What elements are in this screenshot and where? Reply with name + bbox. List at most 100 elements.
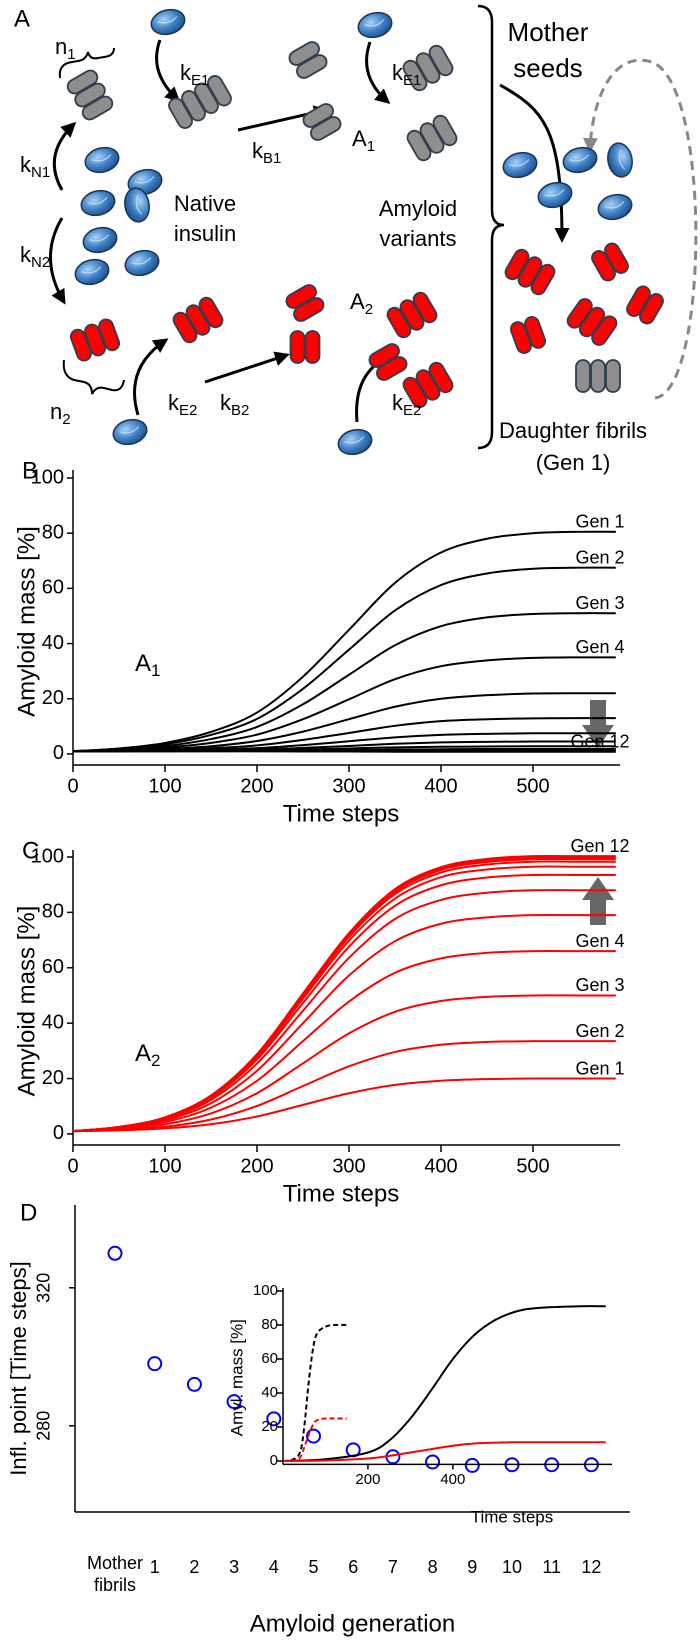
label-sub: 2	[151, 1051, 160, 1070]
label-main: k	[392, 60, 404, 85]
fibril-unit	[591, 315, 618, 346]
y-tick-label: 0	[53, 742, 64, 764]
fibril	[302, 103, 342, 141]
fibril-unit	[74, 82, 106, 108]
insulin	[80, 189, 116, 217]
y-tick-label: 20	[42, 1067, 64, 1089]
label: insulin	[174, 221, 236, 246]
fibril-unit	[69, 328, 92, 362]
fibril-unit	[517, 256, 543, 288]
y-tick-label: 80	[42, 901, 64, 923]
fibril	[285, 284, 325, 322]
y-tick-label: 40	[42, 632, 64, 654]
label: kE1	[392, 60, 421, 89]
x-tick-label: 300	[332, 1155, 365, 1177]
series-line	[72, 612, 616, 753]
arrow	[204, 351, 290, 384]
insulin-groove	[604, 201, 625, 209]
fibril-unit	[194, 82, 219, 114]
x-tick-label: 400	[424, 1155, 457, 1177]
label: n2	[50, 399, 71, 428]
label-main: k	[180, 60, 192, 85]
label-sub: E1	[191, 72, 209, 89]
label: A1	[135, 650, 160, 680]
series-line	[282, 1417, 347, 1462]
label-sub: 1	[67, 46, 75, 63]
fibril-unit	[626, 285, 651, 317]
label-main: k	[20, 152, 32, 177]
fibril	[289, 330, 321, 364]
x-tick-label: 8	[428, 1557, 438, 1577]
fibril-unit	[98, 318, 121, 352]
fibril-unit	[289, 330, 306, 364]
label: Mother	[508, 17, 589, 47]
series-line	[72, 913, 616, 1133]
fibril-unit	[368, 343, 400, 368]
label-sub: E1	[403, 72, 421, 89]
y-tick-label: 0	[270, 1452, 278, 1469]
series-label: Gen 2	[575, 1021, 624, 1041]
insulin	[124, 187, 150, 223]
y-axis-label: Infl. point [Time steps]	[6, 1261, 31, 1475]
y-tick-label: 80	[42, 521, 64, 543]
fibril-unit	[310, 116, 342, 141]
x-tick-label: 6	[348, 1557, 358, 1577]
fibril-unit	[185, 304, 211, 336]
trend-arrow	[582, 877, 614, 925]
x-tick-label: 0	[67, 1155, 78, 1177]
fibril	[626, 285, 664, 325]
insulin	[337, 428, 373, 456]
fibril-unit	[591, 250, 616, 282]
fibril-unit	[207, 75, 232, 107]
panel-label: B	[22, 457, 38, 484]
label: A2	[350, 289, 373, 318]
fibril-unit	[402, 376, 428, 409]
y-axis-label: Amyloid mass [%]	[13, 526, 40, 717]
label-sub: E2	[179, 402, 197, 419]
label: A2	[135, 1040, 160, 1070]
label-sub: 1	[367, 138, 375, 155]
insulin	[357, 11, 393, 39]
series-label: Gen 1	[575, 512, 624, 532]
x-axis-label: Time steps	[283, 800, 399, 827]
fibril-unit	[66, 69, 99, 95]
fibril	[566, 298, 618, 346]
fibril-unit	[285, 284, 317, 309]
insulin	[84, 146, 120, 174]
series-line	[72, 873, 616, 1133]
y-tick-label: 100	[253, 1282, 278, 1299]
label-sub: B2	[231, 402, 249, 419]
series-label: Gen 3	[575, 593, 624, 613]
x-tick-label: 7	[388, 1557, 398, 1577]
y-axis-label: Amyl. mass [%]	[227, 1319, 246, 1436]
label: kE2	[392, 390, 421, 419]
fibril	[402, 44, 454, 92]
insulin	[124, 249, 160, 277]
series-label: Gen 4	[575, 637, 624, 657]
series-label: Gen 2	[575, 547, 624, 567]
insulin-groove	[509, 159, 530, 167]
series-line	[73, 750, 616, 753]
y-axis-label: Amyloid mass [%]	[13, 906, 40, 1097]
fibril-unit	[304, 330, 321, 364]
fibril-unit	[509, 321, 532, 354]
x-tick-label: 400	[424, 775, 457, 797]
arrow	[133, 338, 169, 416]
label-main: A	[135, 650, 151, 677]
fibril-unit	[168, 97, 193, 129]
y-tick-label: 20	[261, 1418, 278, 1435]
x-tick-label: 9	[467, 1557, 477, 1577]
label-main: A	[135, 1040, 151, 1067]
fibril-unit	[172, 311, 198, 344]
label: kB2	[220, 390, 249, 419]
label: (Gen 1)	[536, 450, 611, 475]
fibril-unit	[293, 297, 325, 322]
series-label: Gen 4	[575, 931, 624, 951]
insulin	[597, 193, 633, 221]
fibril	[168, 75, 232, 129]
arrow	[49, 217, 66, 305]
y-tick-label: 320	[34, 1273, 54, 1303]
point	[425, 1454, 441, 1470]
x-tick-label: 10	[502, 1557, 522, 1577]
